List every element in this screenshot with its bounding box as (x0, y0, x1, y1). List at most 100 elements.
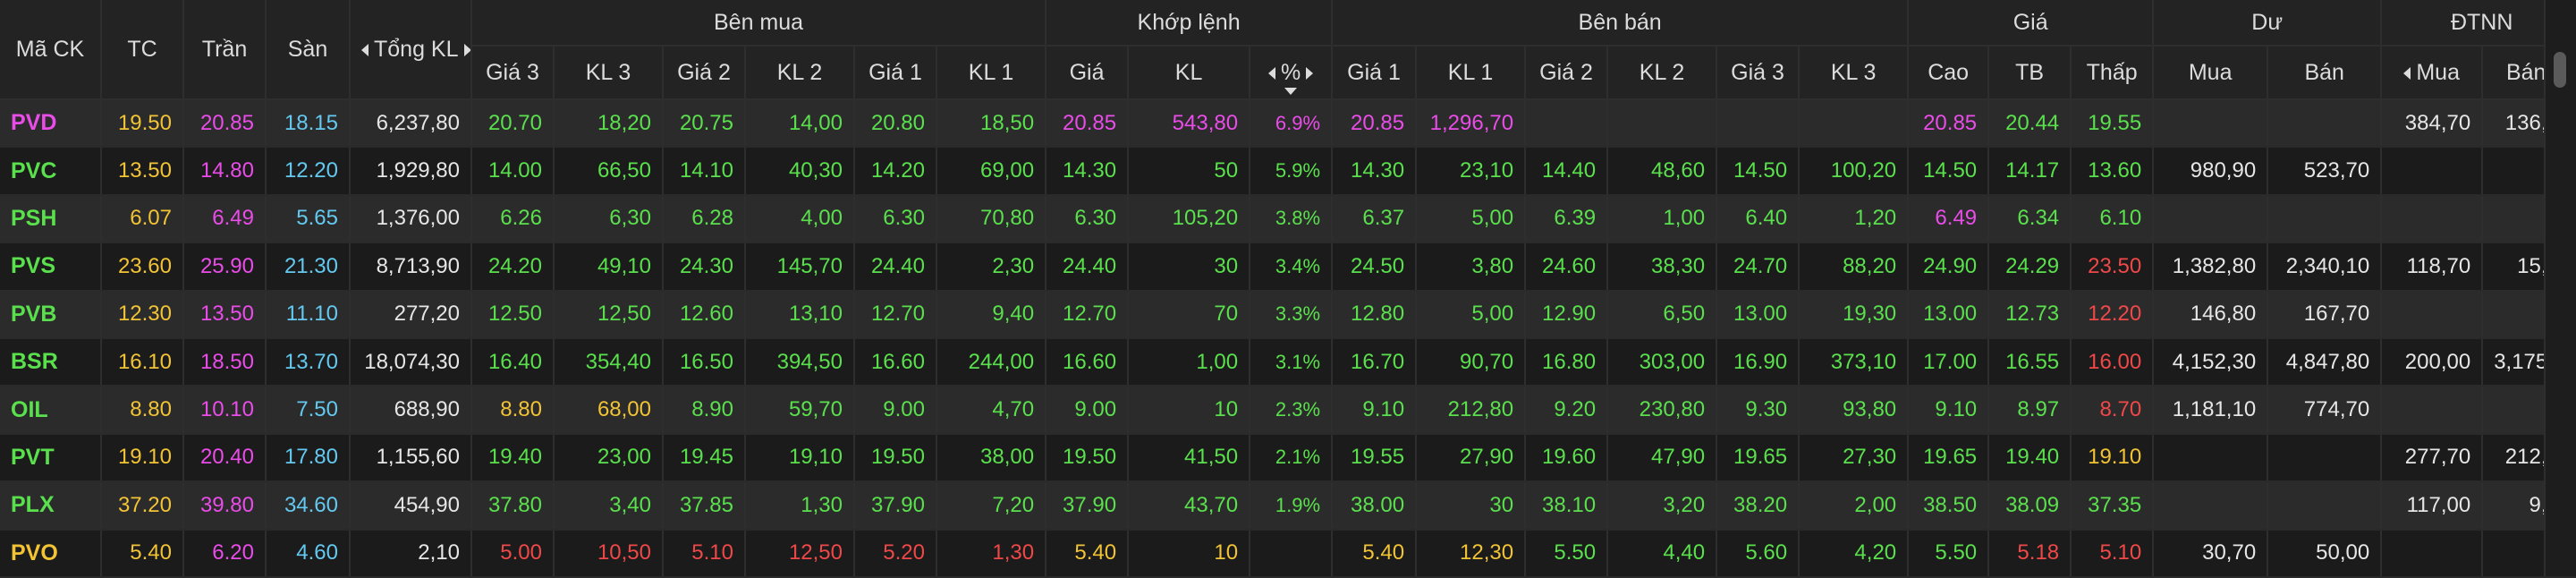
col-sell-vol-3[interactable]: KL 3 (1799, 46, 1910, 100)
scrollbar-thumb[interactable] (2554, 52, 2566, 88)
sort-descending-icon (1284, 88, 1298, 95)
col-foreign-sell-label: Bán (2505, 59, 2546, 85)
table-row[interactable]: PLX 37.20 39.80 34.60 454,90 37.80 3,40 37.85 1,… (0, 481, 2576, 531)
cell-sell-price-2: 14.40 (1525, 147, 1609, 196)
cell-sell-price-1: 9.10 (1332, 386, 1418, 435)
cell-buy-price-3: 16.40 (471, 337, 555, 387)
cell-buy-price-3: 14.00 (471, 147, 555, 196)
scroll-left-icon[interactable] (361, 43, 369, 56)
col-sell-price-2[interactable]: Giá 2 (1525, 46, 1609, 100)
cell-buy-price-3: 5.00 (471, 529, 555, 578)
cell-match-price: 6.30 (1046, 194, 1130, 244)
cell-low: 37.35 (2071, 481, 2155, 531)
cell-total-volume: 1,929,80 (350, 147, 472, 196)
cell-buy-vol-1: 244,00 (936, 337, 1047, 387)
col-high[interactable]: Cao (1908, 46, 1990, 100)
cell-symbol[interactable]: OIL (0, 386, 102, 435)
cell-match-percent: 5.9% (1250, 147, 1334, 196)
cell-high: 24.90 (1908, 242, 1990, 292)
table-row[interactable]: PSH 6.07 6.49 5.65 1,376,00 6.26 6,30 6.28 4,00 6… (0, 194, 2576, 244)
cell-average: 6.34 (1988, 194, 2072, 244)
cell-surplus-sell: 774,70 (2267, 386, 2383, 435)
group-foreign: ĐTNN (2381, 0, 2576, 47)
table-row[interactable]: OIL 8.80 10.10 7.50 688,90 8.80 68,00 8.90 59,70… (0, 386, 2576, 435)
cell-low: 23.50 (2071, 242, 2155, 292)
col-buy-vol-3[interactable]: KL 3 (554, 46, 664, 100)
cell-symbol[interactable]: PVS (0, 242, 102, 292)
col-ceiling[interactable]: Trần (183, 0, 267, 100)
cell-sell-vol-2 (1607, 99, 1718, 149)
foreign-left-icon[interactable] (2403, 66, 2411, 80)
cell-match-percent: 3.8% (1250, 194, 1334, 244)
cell-symbol[interactable]: PVT (0, 433, 102, 483)
cell-symbol[interactable]: PVD (0, 99, 102, 149)
table-row[interactable]: PVD 19.50 20.85 18.15 6,237,80 20.70 18,20 20.7… (0, 99, 2576, 149)
col-sell-vol-1[interactable]: KL 1 (1416, 46, 1527, 100)
col-buy-price-3[interactable]: Giá 3 (471, 46, 555, 100)
cell-sell-price-1: 24.50 (1332, 242, 1418, 292)
col-reference[interactable]: TC (101, 0, 184, 100)
col-sell-vol-2[interactable]: KL 2 (1607, 46, 1718, 100)
cell-buy-vol-2: 40,30 (745, 147, 855, 196)
cell-foreign-buy: 200,00 (2381, 337, 2484, 387)
cell-match-price: 12.70 (1046, 290, 1130, 339)
cell-average: 19.40 (1988, 433, 2072, 483)
cell-foreign-buy (2381, 386, 2484, 435)
cell-symbol[interactable]: PVB (0, 290, 102, 339)
scroll-right-icon[interactable] (463, 43, 470, 56)
col-average[interactable]: TB (1988, 46, 2072, 100)
table-row[interactable]: PVS 23.60 25.90 21.30 8,713,90 24.20 49,10 24.3… (0, 242, 2576, 292)
cell-average: 38.09 (1988, 481, 2072, 531)
cell-foreign-buy (2381, 194, 2484, 244)
col-surplus-buy[interactable]: Mua (2153, 46, 2269, 100)
col-sell-price-1[interactable]: Giá 1 (1332, 46, 1418, 100)
col-match-volume[interactable]: KL (1128, 46, 1251, 100)
cell-match-volume: 543,80 (1128, 99, 1251, 149)
col-floor[interactable]: Sàn (266, 0, 351, 100)
cell-buy-vol-2: 1,30 (745, 481, 855, 531)
col-symbol[interactable]: Mã CK (0, 0, 102, 100)
cell-reference: 5.40 (101, 529, 184, 578)
col-buy-price-1[interactable]: Giá 1 (854, 46, 937, 100)
cell-surplus-buy (2153, 99, 2269, 149)
cell-buy-vol-2: 19,10 (745, 433, 855, 483)
cell-match-volume: 41,50 (1128, 433, 1251, 483)
table-row[interactable]: BSR 16.10 18.50 13.70 18,074,30 16.40 354,40 16… (0, 337, 2576, 387)
vertical-scrollbar[interactable] (2544, 0, 2576, 576)
cell-surplus-sell: 4,847,80 (2267, 337, 2383, 387)
cell-symbol[interactable]: PVC (0, 147, 102, 196)
toggle-left-icon[interactable] (1267, 66, 1275, 80)
col-low[interactable]: Thấp (2071, 46, 2155, 100)
cell-low: 8.70 (2071, 386, 2155, 435)
col-match-price[interactable]: Giá (1046, 46, 1130, 100)
cell-match-price: 19.50 (1046, 433, 1130, 483)
cell-sell-price-3: 5.60 (1716, 529, 1801, 578)
table-row[interactable]: PVB 12.30 13.50 11.10 277,20 12.50 12,50 12.60 1… (0, 290, 2576, 339)
cell-reference: 13.50 (101, 147, 184, 196)
cell-sell-price-3: 6.40 (1716, 194, 1801, 244)
col-total-volume[interactable]: Tổng KL (350, 0, 472, 100)
cell-sell-price-3: 14.50 (1716, 147, 1801, 196)
cell-foreign-buy: 117,00 (2381, 481, 2484, 531)
cell-buy-price-1: 12.70 (854, 290, 937, 339)
cell-floor: 17.80 (266, 433, 351, 483)
cell-symbol[interactable]: PVO (0, 529, 102, 578)
cell-sell-vol-2: 3,20 (1607, 481, 1718, 531)
cell-match-percent: 3.1% (1250, 337, 1334, 387)
cell-buy-vol-1: 9,40 (936, 290, 1047, 339)
col-buy-vol-2[interactable]: KL 2 (745, 46, 855, 100)
col-match-percent[interactable]: % (1250, 46, 1334, 100)
cell-surplus-buy: 1,181,10 (2153, 386, 2269, 435)
col-buy-price-2[interactable]: Giá 2 (663, 46, 746, 100)
table-row[interactable]: PVC 13.50 14.80 12.20 1,929,80 14.00 66,50 14.1… (0, 147, 2576, 196)
table-row[interactable]: PVO 5.40 6.20 4.60 2,10 5.00 10,50 5.10 12,50 5.2… (0, 529, 2576, 578)
col-buy-vol-1[interactable]: KL 1 (936, 46, 1047, 100)
table-row[interactable]: PVT 19.10 20.40 17.80 1,155,60 19.40 23,00 19.4… (0, 433, 2576, 483)
col-foreign-buy[interactable]: Mua (2381, 46, 2484, 100)
toggle-right-icon[interactable] (1306, 66, 1314, 80)
col-surplus-sell[interactable]: Bán (2267, 46, 2383, 100)
cell-symbol[interactable]: PLX (0, 481, 102, 531)
cell-symbol[interactable]: BSR (0, 337, 102, 387)
cell-symbol[interactable]: PSH (0, 194, 102, 244)
col-sell-price-3[interactable]: Giá 3 (1716, 46, 1801, 100)
